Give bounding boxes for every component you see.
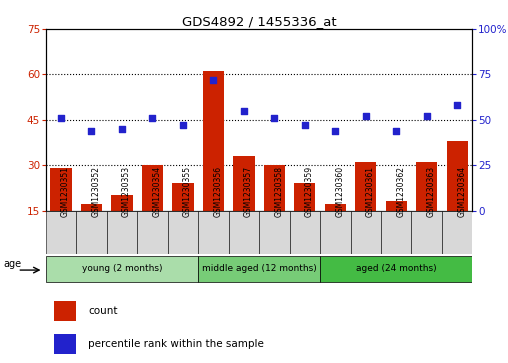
Bar bbox=[168, 211, 198, 254]
Text: GSM1230363: GSM1230363 bbox=[427, 166, 436, 217]
Point bbox=[270, 115, 278, 121]
Text: count: count bbox=[88, 306, 118, 316]
Bar bbox=[233, 156, 255, 256]
Text: GSM1230357: GSM1230357 bbox=[244, 166, 253, 217]
Text: GSM1230353: GSM1230353 bbox=[122, 166, 131, 217]
Point bbox=[87, 128, 96, 134]
Text: GSM1230358: GSM1230358 bbox=[274, 166, 283, 217]
Title: GDS4892 / 1455336_at: GDS4892 / 1455336_at bbox=[182, 15, 336, 28]
Text: GSM1230364: GSM1230364 bbox=[457, 166, 466, 217]
Text: GSM1230360: GSM1230360 bbox=[335, 166, 344, 217]
Bar bbox=[320, 256, 472, 282]
Bar bbox=[81, 204, 102, 256]
Bar bbox=[351, 211, 381, 254]
Bar bbox=[320, 211, 351, 254]
Bar bbox=[411, 211, 442, 254]
Bar bbox=[198, 211, 229, 254]
Bar bbox=[137, 211, 168, 254]
Bar bbox=[294, 183, 315, 256]
Bar bbox=[290, 211, 320, 254]
Text: GSM1230352: GSM1230352 bbox=[91, 166, 101, 217]
Point bbox=[362, 113, 370, 119]
Text: GSM1230362: GSM1230362 bbox=[396, 166, 405, 217]
Bar bbox=[198, 256, 320, 282]
Bar bbox=[259, 211, 290, 254]
Point bbox=[118, 126, 126, 132]
Bar bbox=[442, 211, 472, 254]
Bar bbox=[76, 211, 107, 254]
Text: GSM1230354: GSM1230354 bbox=[152, 166, 162, 217]
Bar bbox=[355, 162, 376, 256]
Point bbox=[331, 128, 339, 134]
Text: aged (24 months): aged (24 months) bbox=[356, 264, 436, 273]
Bar bbox=[447, 141, 468, 256]
Point bbox=[423, 113, 431, 119]
Text: GSM1230359: GSM1230359 bbox=[305, 166, 314, 217]
Text: GSM1230355: GSM1230355 bbox=[183, 166, 192, 217]
Bar bbox=[54, 334, 76, 354]
Text: GSM1230361: GSM1230361 bbox=[366, 166, 375, 217]
Bar bbox=[46, 256, 198, 282]
Bar bbox=[50, 168, 72, 256]
Point bbox=[301, 122, 309, 128]
Bar bbox=[264, 165, 285, 256]
Bar bbox=[203, 72, 224, 256]
Point bbox=[453, 102, 461, 108]
Bar bbox=[416, 162, 437, 256]
Point bbox=[240, 108, 248, 114]
Bar bbox=[381, 211, 411, 254]
Bar bbox=[111, 195, 133, 256]
Point bbox=[209, 77, 217, 83]
Bar bbox=[325, 204, 346, 256]
Bar bbox=[229, 211, 259, 254]
Bar bbox=[386, 201, 407, 256]
Bar bbox=[46, 211, 76, 254]
Text: age: age bbox=[4, 259, 22, 269]
Point bbox=[179, 122, 187, 128]
Point bbox=[392, 128, 400, 134]
Point bbox=[57, 115, 65, 121]
Bar bbox=[54, 301, 76, 321]
Text: young (2 months): young (2 months) bbox=[82, 264, 162, 273]
Text: GSM1230356: GSM1230356 bbox=[213, 166, 223, 217]
Text: middle aged (12 months): middle aged (12 months) bbox=[202, 264, 316, 273]
Text: GSM1230351: GSM1230351 bbox=[61, 166, 70, 217]
Point bbox=[148, 115, 156, 121]
Bar bbox=[142, 165, 163, 256]
Bar bbox=[107, 211, 137, 254]
Bar bbox=[172, 183, 194, 256]
Text: percentile rank within the sample: percentile rank within the sample bbox=[88, 339, 264, 349]
